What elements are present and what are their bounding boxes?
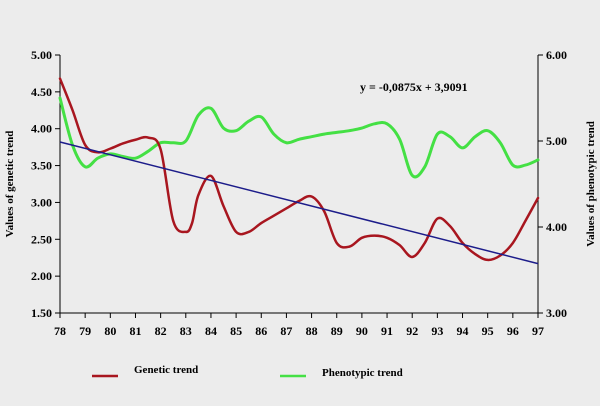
left-y-tick-label: 2.50 bbox=[31, 232, 52, 246]
legend: Genetic trend Phenotypic trend bbox=[92, 364, 403, 379]
linear-trendline bbox=[59, 141, 539, 265]
legend-label-phenotypic: Phenotypic trend bbox=[322, 367, 403, 379]
legend-label-genetic: Genetic trend bbox=[134, 364, 198, 376]
x-tick-label: 80 bbox=[104, 324, 116, 338]
left-y-tick-label: 4.00 bbox=[31, 122, 52, 136]
left-y-tick-label: 5.00 bbox=[31, 48, 52, 62]
right-y-axis-title: Values of phenotypic trend bbox=[585, 121, 597, 247]
x-tick-label: 92 bbox=[406, 324, 418, 338]
x-tick-label: 87 bbox=[280, 324, 292, 338]
x-tick-label: 81 bbox=[129, 324, 141, 338]
x-tick-label: 88 bbox=[306, 324, 318, 338]
right-y-tick-label: 3.00 bbox=[546, 306, 567, 320]
legend-item-genetic: Genetic trend bbox=[92, 364, 198, 378]
x-tick-label: 89 bbox=[331, 324, 343, 338]
x-tick-label: 96 bbox=[507, 324, 519, 338]
left-y-tick-label: 3.50 bbox=[31, 159, 52, 173]
left-y-tick-label: 1.50 bbox=[31, 306, 52, 320]
x-tick-label: 95 bbox=[482, 324, 494, 338]
x-tick-label: 79 bbox=[79, 324, 91, 338]
x-tick-label: 97 bbox=[532, 324, 544, 338]
x-tick-label: 83 bbox=[180, 324, 192, 338]
left-y-axis-title: Values of genetic trend bbox=[4, 131, 16, 238]
x-tick-label: 86 bbox=[255, 324, 267, 338]
x-tick-label: 84 bbox=[205, 324, 217, 338]
x-axis-ticks: 78 79 80 81 82 83 84 85 86 87 88 89 90 91 92 93 94 95 96 97 bbox=[54, 313, 544, 338]
phenotypic-trend-line bbox=[58, 96, 540, 179]
x-tick-label: 91 bbox=[381, 324, 393, 338]
right-y-tick-label: 6.00 bbox=[546, 48, 567, 62]
x-tick-label: 78 bbox=[54, 324, 66, 338]
series-layer bbox=[58, 77, 540, 265]
trendline-equation: y = -0,0875x + 3,9091 bbox=[360, 80, 468, 94]
x-tick-label: 90 bbox=[356, 324, 368, 338]
x-tick-label: 93 bbox=[431, 324, 443, 338]
legend-item-phenotypic: Phenotypic trend bbox=[280, 367, 403, 379]
right-y-axis-ticks: 3.00 4.00 5.00 6.00 bbox=[538, 48, 567, 320]
left-y-tick-label: 4.50 bbox=[31, 85, 52, 99]
x-tick-label: 94 bbox=[457, 324, 469, 338]
x-tick-label: 82 bbox=[155, 324, 167, 338]
left-y-tick-label: 2.00 bbox=[31, 269, 52, 283]
x-tick-label: 85 bbox=[230, 324, 242, 338]
right-y-tick-label: 4.00 bbox=[546, 220, 567, 234]
right-y-tick-label: 5.00 bbox=[546, 134, 567, 148]
left-y-axis-ticks: 1.50 2.00 2.50 3.00 3.50 4.00 4.50 5.00 bbox=[31, 48, 60, 320]
left-y-tick-label: 3.00 bbox=[31, 195, 52, 209]
genetic-trend-line bbox=[58, 77, 540, 262]
